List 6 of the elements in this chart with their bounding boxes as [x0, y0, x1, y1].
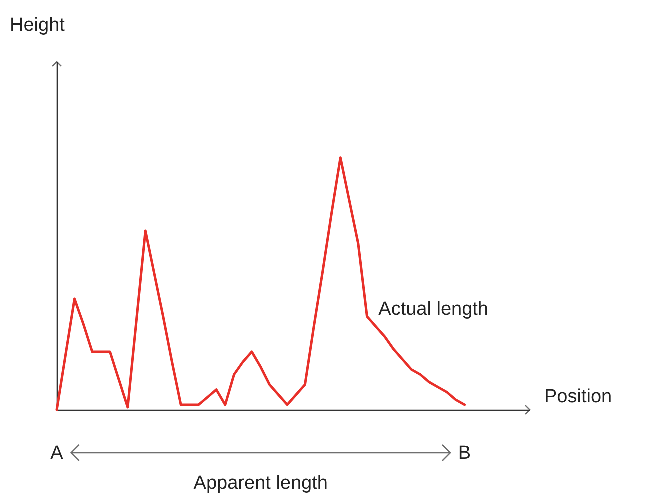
text: Height — [10, 15, 66, 36]
x-axis-title: Position — [544, 386, 612, 408]
text: Apparent length — [194, 473, 328, 494]
text: B — [458, 443, 472, 464]
annotation: Actual length — [378, 299, 488, 320]
text: A — [50, 443, 64, 464]
